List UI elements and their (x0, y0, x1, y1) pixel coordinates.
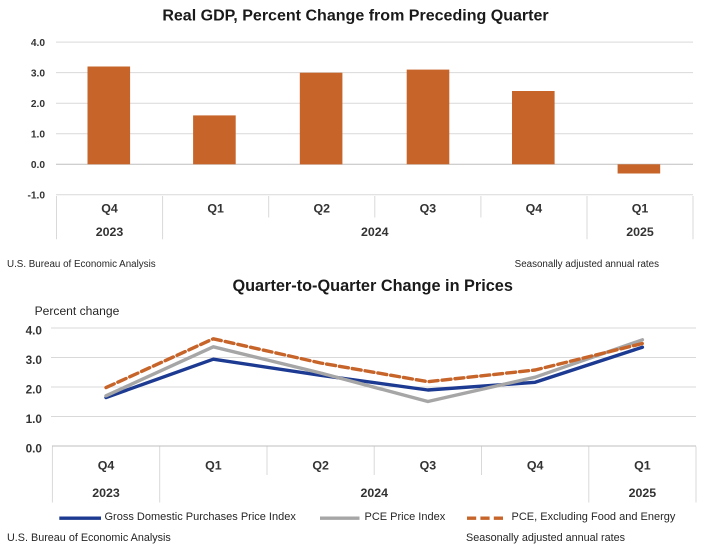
svg-text:2025: 2025 (626, 225, 654, 239)
svg-text:Q1: Q1 (632, 202, 649, 216)
svg-text:Q2: Q2 (312, 458, 329, 472)
svg-text:2.0: 2.0 (26, 383, 43, 397)
svg-text:U.S. Bureau of Economic Analys: U.S. Bureau of Economic Analysis (7, 259, 156, 270)
svg-text:U.S. Bureau of Economic Analys: U.S. Bureau of Economic Analysis (7, 532, 171, 544)
svg-text:1.0: 1.0 (31, 130, 45, 141)
svg-text:0.0: 0.0 (26, 442, 43, 456)
svg-text:4.0: 4.0 (31, 38, 45, 49)
svg-text:Seasonally adjusted annual rat: Seasonally adjusted annual rates (466, 532, 626, 544)
svg-text:2025: 2025 (629, 486, 657, 500)
svg-text:Q4: Q4 (101, 202, 118, 216)
svg-text:2023: 2023 (92, 486, 120, 500)
svg-text:2.0: 2.0 (31, 99, 45, 110)
svg-text:Q1: Q1 (207, 202, 224, 216)
svg-text:Q1: Q1 (205, 458, 222, 472)
svg-text:Percent change: Percent change (35, 304, 120, 318)
svg-text:3.0: 3.0 (26, 353, 43, 367)
svg-text:Q4: Q4 (526, 202, 543, 216)
svg-text:2024: 2024 (361, 225, 389, 239)
svg-text:Seasonally adjusted annual rat: Seasonally adjusted annual rates (515, 259, 659, 270)
svg-text:Q4: Q4 (527, 458, 544, 472)
svg-text:0.0: 0.0 (31, 160, 45, 171)
svg-text:PCE Price Index: PCE Price Index (365, 511, 446, 523)
svg-text:Q3: Q3 (420, 458, 437, 472)
svg-text:PCE, Excluding Food and Energy: PCE, Excluding Food and Energy (512, 511, 676, 523)
svg-text:Q2: Q2 (313, 202, 330, 216)
svg-text:Q4: Q4 (98, 458, 115, 472)
svg-text:1.0: 1.0 (26, 412, 43, 426)
svg-text:3.0: 3.0 (31, 68, 45, 79)
svg-text:Real GDP, Percent Change from: Real GDP, Percent Change from Preceding … (162, 7, 548, 25)
svg-text:2023: 2023 (96, 225, 124, 239)
svg-text:2024: 2024 (360, 486, 388, 500)
svg-text:Q1: Q1 (634, 458, 651, 472)
svg-text:Quarter-to-Quarter Change in P: Quarter-to-Quarter Change in Prices (232, 277, 512, 295)
svg-text:Q3: Q3 (420, 202, 437, 216)
svg-text:4.0: 4.0 (26, 324, 43, 338)
svg-text:-1.0: -1.0 (27, 191, 45, 202)
svg-text:Gross Domestic Purchases Price: Gross Domestic Purchases Price Index (105, 511, 297, 523)
